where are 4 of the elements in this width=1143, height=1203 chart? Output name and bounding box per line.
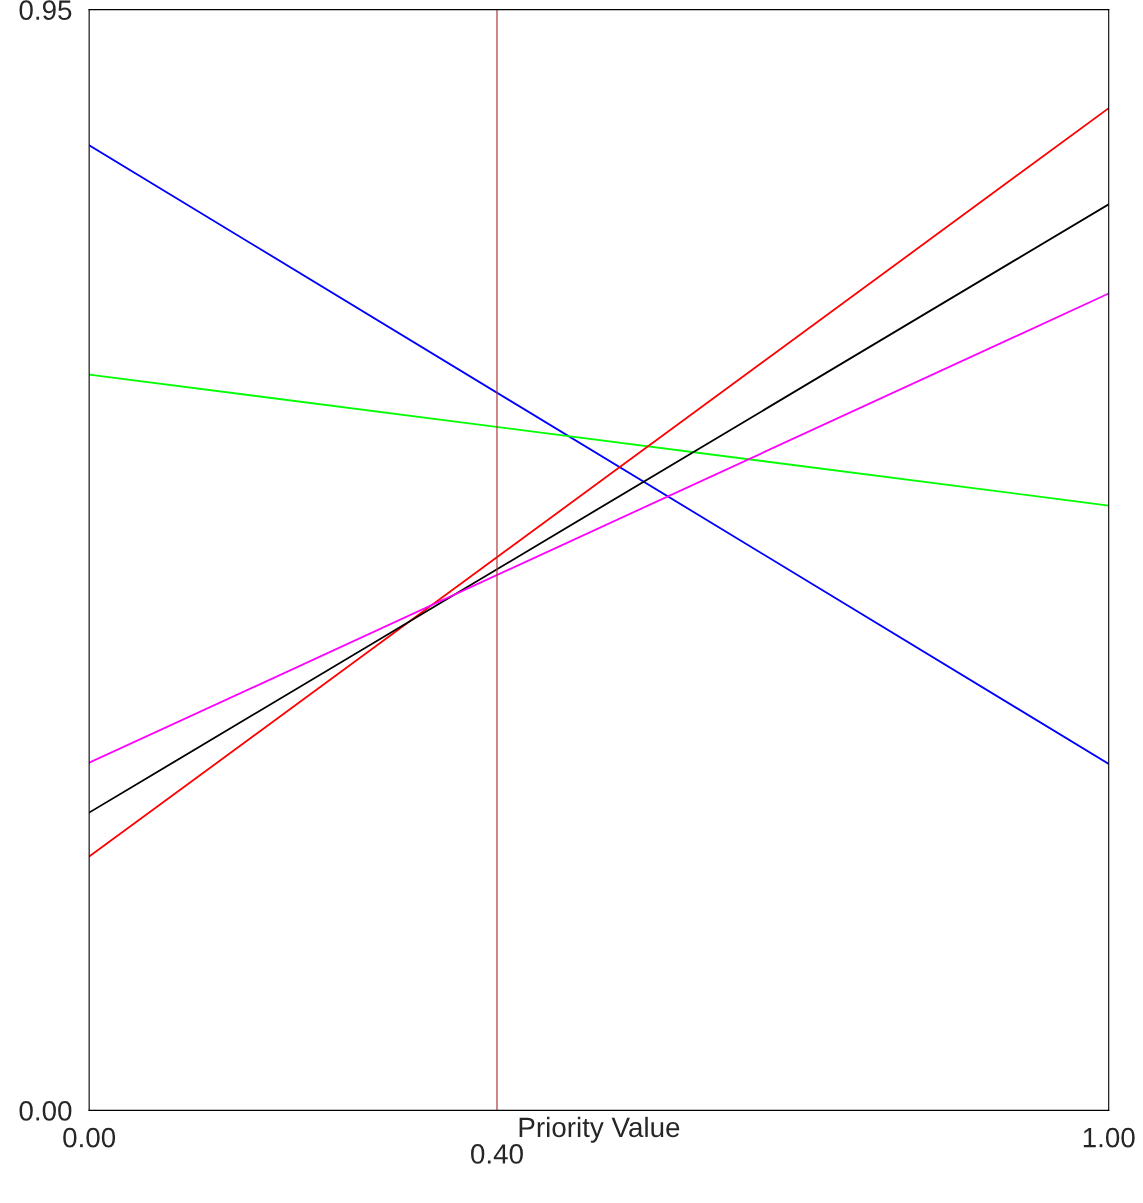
y-tick-label: 0.95 (19, 0, 72, 20)
x-tick-label: 1.00 (1083, 1127, 1135, 1148)
ref-line-label: 0.40 (471, 1144, 523, 1164)
x-axis-title: Priority Value (519, 1116, 680, 1143)
